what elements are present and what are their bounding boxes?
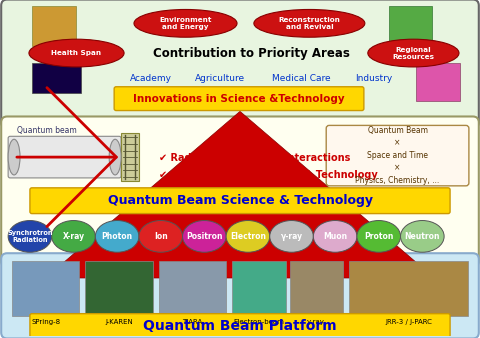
Ellipse shape bbox=[8, 139, 20, 175]
Text: Innovations in Science &Technology: Innovations in Science &Technology bbox=[133, 94, 345, 104]
Text: Academy: Academy bbox=[130, 74, 172, 83]
Ellipse shape bbox=[182, 220, 226, 252]
FancyBboxPatch shape bbox=[85, 261, 153, 316]
Text: Regional
Resources: Regional Resources bbox=[393, 47, 434, 59]
Text: Health Span: Health Span bbox=[51, 50, 102, 56]
Text: J-KAREN: J-KAREN bbox=[105, 319, 133, 324]
Text: ✔ Quantum Beam Science & Technology: ✔ Quantum Beam Science & Technology bbox=[159, 170, 377, 180]
Text: Proton: Proton bbox=[364, 232, 394, 241]
Text: SPring-8: SPring-8 bbox=[31, 319, 60, 324]
Ellipse shape bbox=[134, 9, 237, 37]
FancyBboxPatch shape bbox=[1, 117, 479, 267]
Text: Medical Care: Medical Care bbox=[272, 74, 331, 83]
FancyBboxPatch shape bbox=[30, 314, 450, 337]
Ellipse shape bbox=[226, 220, 270, 252]
Text: γ-ray: γ-ray bbox=[307, 319, 325, 324]
Text: Contribution to Priority Areas: Contribution to Priority Areas bbox=[154, 47, 350, 59]
FancyBboxPatch shape bbox=[32, 63, 82, 93]
Ellipse shape bbox=[400, 220, 444, 252]
Ellipse shape bbox=[139, 220, 182, 252]
Text: TIARA: TIARA bbox=[182, 319, 203, 324]
FancyBboxPatch shape bbox=[114, 87, 364, 111]
FancyBboxPatch shape bbox=[416, 63, 460, 101]
Text: Quantum beam: Quantum beam bbox=[17, 126, 77, 135]
Text: γ-ray: γ-ray bbox=[280, 232, 302, 241]
Text: Environment
and Energy: Environment and Energy bbox=[159, 17, 212, 30]
FancyBboxPatch shape bbox=[159, 261, 226, 316]
Text: ✔ Radiation – Material Interactions: ✔ Radiation – Material Interactions bbox=[159, 153, 350, 163]
Ellipse shape bbox=[313, 220, 357, 252]
Text: Quantum Beam Science & Technology: Quantum Beam Science & Technology bbox=[108, 194, 372, 207]
Text: JRR-3 / J-PARC: JRR-3 / J-PARC bbox=[385, 319, 432, 324]
Ellipse shape bbox=[29, 39, 124, 67]
FancyBboxPatch shape bbox=[1, 253, 479, 338]
Text: Industry: Industry bbox=[355, 74, 392, 83]
FancyBboxPatch shape bbox=[326, 125, 469, 186]
Text: Muon: Muon bbox=[323, 232, 347, 241]
Text: Quantum Beam
×
Space and Time
×
Physics, Chemistry, ...: Quantum Beam × Space and Time × Physics,… bbox=[355, 126, 440, 185]
Ellipse shape bbox=[254, 9, 365, 37]
FancyBboxPatch shape bbox=[30, 188, 450, 214]
FancyBboxPatch shape bbox=[32, 6, 75, 46]
FancyBboxPatch shape bbox=[232, 261, 286, 316]
Text: Synchrotron
Radiation: Synchrotron Radiation bbox=[7, 230, 53, 243]
Ellipse shape bbox=[368, 39, 459, 67]
Ellipse shape bbox=[52, 220, 96, 252]
FancyBboxPatch shape bbox=[12, 261, 80, 316]
Text: Quantum Beam Platform: Quantum Beam Platform bbox=[143, 318, 337, 333]
Text: Agriculture: Agriculture bbox=[195, 74, 245, 83]
FancyBboxPatch shape bbox=[349, 261, 468, 316]
Text: Positron: Positron bbox=[186, 232, 223, 241]
Text: Ion: Ion bbox=[154, 232, 168, 241]
Text: X-ray: X-ray bbox=[62, 232, 84, 241]
FancyBboxPatch shape bbox=[389, 6, 432, 46]
Text: Electron: Electron bbox=[230, 232, 266, 241]
FancyBboxPatch shape bbox=[8, 136, 121, 178]
Text: Neutron: Neutron bbox=[405, 232, 440, 241]
FancyBboxPatch shape bbox=[289, 261, 343, 316]
Ellipse shape bbox=[109, 139, 121, 175]
Text: Reconstruction
and Revival: Reconstruction and Revival bbox=[278, 17, 340, 30]
Text: Photon: Photon bbox=[102, 232, 132, 241]
FancyBboxPatch shape bbox=[121, 133, 139, 181]
Ellipse shape bbox=[96, 220, 139, 252]
Text: Electron-beam: Electron-beam bbox=[233, 319, 284, 324]
FancyBboxPatch shape bbox=[1, 0, 479, 128]
Ellipse shape bbox=[8, 220, 52, 252]
Ellipse shape bbox=[270, 220, 313, 252]
Ellipse shape bbox=[357, 220, 400, 252]
